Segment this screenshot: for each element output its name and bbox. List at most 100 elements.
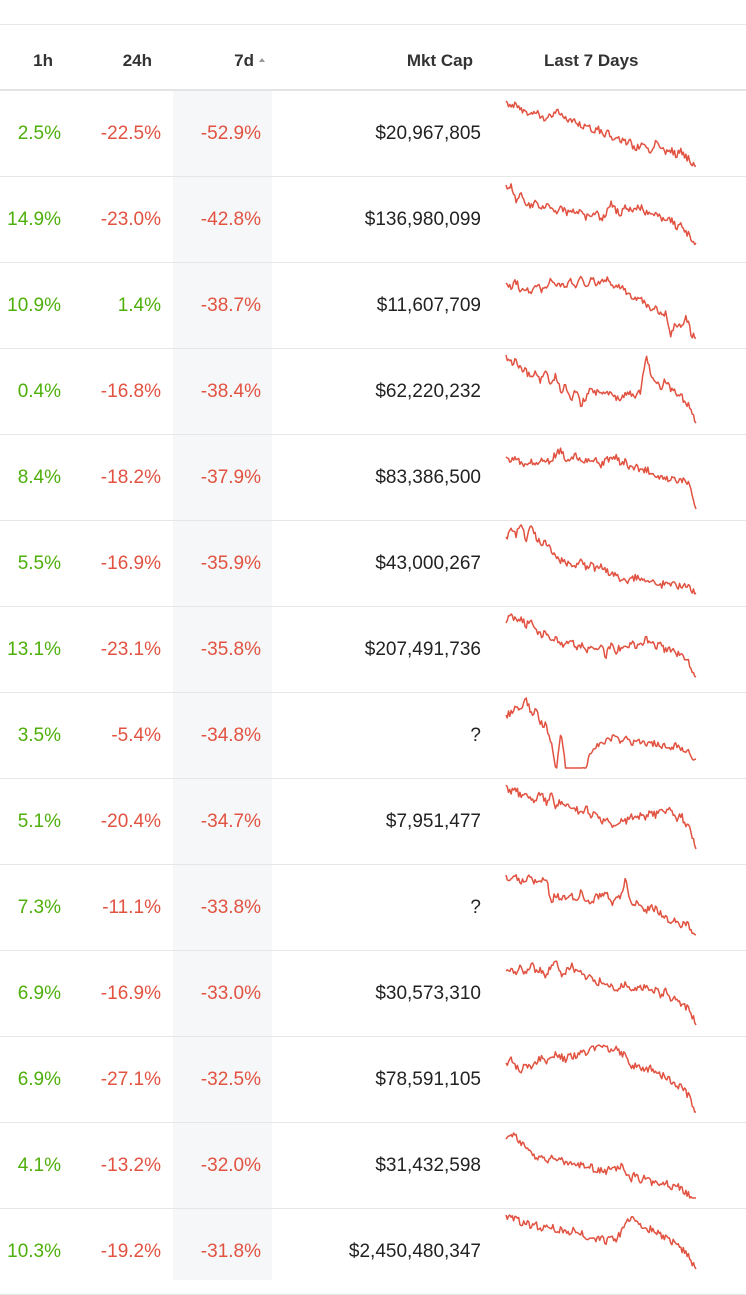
change-24h: -16.9% bbox=[100, 983, 161, 1004]
market-cap: $11,607,709 bbox=[376, 295, 481, 316]
sparkline-7d bbox=[504, 91, 700, 176]
sparkline-path bbox=[505, 275, 696, 339]
table-row[interactable]: 0.4% -16.8% -38.4% $62,220,232 bbox=[0, 349, 746, 435]
change-24h: -16.9% bbox=[100, 553, 161, 574]
change-24h: -19.2% bbox=[100, 1241, 161, 1262]
sorted-column-highlight bbox=[173, 90, 272, 1280]
table-row[interactable]: 10.3% -19.2% -31.8% $2,450,480,347 bbox=[0, 1209, 746, 1295]
change-7d: -35.8% bbox=[200, 639, 261, 660]
market-cap: $20,967,805 bbox=[375, 123, 481, 144]
top-strip bbox=[0, 0, 746, 25]
table-row[interactable]: 6.9% -16.9% -33.0% $30,573,310 bbox=[0, 951, 746, 1037]
market-cap: ? bbox=[470, 897, 481, 918]
sparkline-path bbox=[505, 354, 697, 424]
change-7d: -37.9% bbox=[200, 467, 261, 488]
sparkline-7d bbox=[504, 177, 700, 262]
change-1h: 7.3% bbox=[17, 897, 61, 918]
change-1h: 6.9% bbox=[17, 983, 61, 1004]
column-header-1h[interactable]: 1h bbox=[33, 51, 53, 70]
change-24h: -22.5% bbox=[100, 123, 161, 144]
change-24h: -23.1% bbox=[100, 639, 161, 660]
change-1h: 5.5% bbox=[17, 553, 61, 574]
market-cap: $78,591,105 bbox=[375, 1069, 481, 1090]
sparkline-7d bbox=[504, 263, 700, 348]
table-row[interactable]: 4.1% -13.2% -32.0% $31,432,598 bbox=[0, 1123, 746, 1209]
table-row[interactable]: 14.9% -23.0% -42.8% $136,980,099 bbox=[0, 177, 746, 263]
change-24h: -20.4% bbox=[100, 811, 161, 832]
sparkline-path bbox=[505, 100, 696, 167]
sparkline-path bbox=[505, 613, 697, 678]
sparkline-path bbox=[505, 697, 697, 769]
table-row[interactable]: 13.1% -23.1% -35.8% $207,491,736 bbox=[0, 607, 746, 693]
change-7d: -35.9% bbox=[200, 553, 261, 574]
market-cap: $30,573,310 bbox=[375, 983, 481, 1004]
change-7d: -32.0% bbox=[200, 1155, 261, 1176]
change-1h: 3.5% bbox=[17, 725, 61, 746]
sparkline-path bbox=[505, 960, 697, 1026]
table-row[interactable]: 3.5% -5.4% -34.8%? bbox=[0, 693, 746, 779]
market-cap: $31,432,598 bbox=[375, 1155, 481, 1176]
change-7d: -34.7% bbox=[200, 811, 261, 832]
market-cap: $207,491,736 bbox=[364, 639, 481, 660]
change-7d: -38.7% bbox=[200, 295, 261, 316]
table-row[interactable]: 2.5% -22.5% -52.9% $20,967,805 bbox=[0, 91, 746, 177]
sparkline-7d bbox=[504, 435, 700, 520]
column-header-7d[interactable]: 7d bbox=[234, 25, 265, 89]
change-24h: -23.0% bbox=[100, 209, 161, 230]
sparkline-path bbox=[505, 1044, 696, 1113]
market-cap: $62,220,232 bbox=[375, 381, 481, 402]
change-7d: -33.8% bbox=[200, 897, 261, 918]
market-cap: $136,980,099 bbox=[364, 209, 481, 230]
sparkline-path bbox=[505, 524, 697, 595]
table-row[interactable]: 8.4% -18.2% -37.9% $83,386,500 bbox=[0, 435, 746, 521]
sparkline-7d bbox=[504, 1123, 700, 1208]
sparkline-path bbox=[505, 447, 697, 510]
change-1h: 2.5% bbox=[17, 123, 61, 144]
market-cap: $43,000,267 bbox=[375, 553, 481, 574]
sparkline-7d bbox=[504, 607, 700, 692]
change-7d: -52.9% bbox=[200, 123, 261, 144]
change-24h: -5.4% bbox=[111, 725, 161, 746]
market-cap: $7,951,477 bbox=[385, 811, 481, 832]
sparkline-7d bbox=[504, 521, 700, 606]
sparkline-7d bbox=[504, 1209, 700, 1294]
change-1h: 5.1% bbox=[17, 811, 61, 832]
sparkline-path bbox=[505, 784, 697, 850]
table-row[interactable]: 10.9% 1.4% -38.7% $11,607,709 bbox=[0, 263, 746, 349]
sparkline-7d bbox=[504, 349, 700, 434]
table-header: 1h 24h 7d Mkt Cap Last 7 Days bbox=[0, 25, 746, 91]
sort-ascending-icon bbox=[259, 57, 265, 62]
change-1h: 8.4% bbox=[17, 467, 61, 488]
sparkline-path bbox=[505, 183, 697, 246]
change-24h: 1.4% bbox=[117, 295, 161, 316]
change-24h: -13.2% bbox=[100, 1155, 161, 1176]
sparkline-7d bbox=[504, 693, 700, 778]
sparkline-path bbox=[505, 1214, 697, 1270]
coin-table-body: 2.5% -22.5% -52.9% $20,967,805 14.9% -23.0% -4… bbox=[0, 91, 746, 1295]
market-cap: $2,450,480,347 bbox=[348, 1241, 481, 1262]
change-24h: -18.2% bbox=[100, 467, 161, 488]
table-row[interactable]: 7.3% -11.1% -33.8%? bbox=[0, 865, 746, 951]
column-header-mkt-cap[interactable]: Mkt Cap bbox=[406, 51, 473, 70]
column-header-last-7-days: Last 7 Days bbox=[544, 51, 639, 70]
sparkline-7d bbox=[504, 951, 700, 1036]
table-row[interactable]: 5.1% -20.4% -34.7% $7,951,477 bbox=[0, 779, 746, 865]
change-7d: -34.8% bbox=[200, 725, 261, 746]
sparkline-7d bbox=[504, 779, 700, 864]
change-1h: 0.4% bbox=[17, 381, 61, 402]
sparkline-7d bbox=[504, 865, 700, 950]
table-row[interactable]: 6.9% -27.1% -32.5% $78,591,105 bbox=[0, 1037, 746, 1123]
change-7d: -42.8% bbox=[200, 209, 261, 230]
change-24h: -16.8% bbox=[100, 381, 161, 402]
change-7d: -38.4% bbox=[200, 381, 261, 402]
change-1h: 13.1% bbox=[7, 639, 61, 660]
change-1h: 6.9% bbox=[17, 1069, 61, 1090]
sparkline-path bbox=[505, 1132, 696, 1199]
change-7d: -32.5% bbox=[200, 1069, 261, 1090]
column-header-24h[interactable]: 24h bbox=[122, 51, 152, 70]
change-1h: 10.3% bbox=[7, 1241, 61, 1262]
change-24h: -27.1% bbox=[100, 1069, 161, 1090]
table-row[interactable]: 5.5% -16.9% -35.9% $43,000,267 bbox=[0, 521, 746, 607]
sparkline-path bbox=[505, 874, 697, 936]
change-24h: -11.1% bbox=[102, 897, 161, 918]
